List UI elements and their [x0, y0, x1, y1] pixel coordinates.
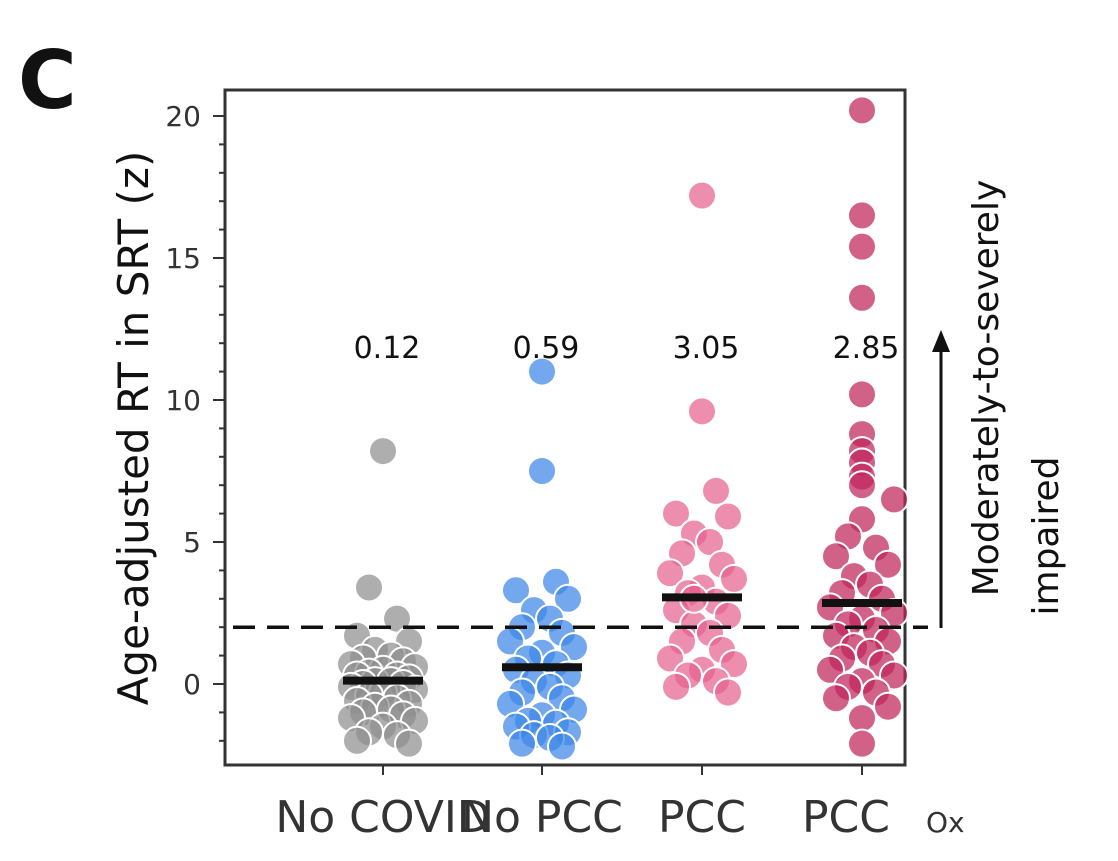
y-tick-label: 15	[165, 242, 201, 275]
series-2	[655, 180, 749, 708]
data-point	[661, 498, 691, 529]
y-axis: 0 5 10 15 20	[165, 100, 225, 742]
data-point	[847, 231, 877, 262]
data-point	[368, 436, 398, 467]
y-axis-title: Age-adjusted RT in SRT (z)	[109, 151, 158, 706]
x-category-label: PCC	[658, 792, 746, 843]
data-point	[847, 379, 877, 410]
data-point	[713, 677, 743, 708]
series-1	[495, 356, 589, 762]
data-point	[661, 671, 691, 702]
data-point	[342, 725, 372, 756]
y-tick-label: 20	[165, 100, 201, 133]
mean-value-label: 3.05	[673, 331, 740, 366]
data-point	[873, 549, 903, 580]
data-point	[687, 396, 717, 427]
data-point	[687, 180, 717, 211]
data-point	[719, 563, 749, 594]
data-point	[501, 575, 531, 606]
x-category-label: No COVID	[275, 792, 490, 843]
data-point	[847, 728, 877, 759]
x-category-sublabel: Ox	[926, 806, 965, 839]
means-layer: 0.12 0.59 3.05 2.85	[233, 331, 928, 685]
y-tick-label: 10	[165, 384, 201, 417]
mean-value-label: 0.59	[513, 331, 580, 366]
data-point	[847, 200, 877, 231]
annotation-arrowhead	[932, 330, 950, 352]
panel-label: C	[18, 34, 77, 127]
data-point	[879, 484, 909, 515]
data-point	[655, 558, 685, 589]
annotation-line-1: Moderately-to-severely	[966, 180, 1007, 597]
data-point	[847, 282, 877, 313]
x-category-label: No PCC	[461, 792, 623, 843]
data-point	[847, 703, 877, 734]
points-layer	[336, 95, 909, 762]
data-point	[394, 728, 424, 759]
series-3	[815, 95, 909, 759]
data-point	[847, 95, 877, 126]
impairment-annotation: Moderately-to-severely impaired	[932, 180, 1067, 628]
data-point	[507, 728, 537, 759]
data-point	[821, 683, 851, 714]
mean-value-label: 0.12	[354, 331, 421, 366]
data-point	[701, 475, 731, 506]
data-point	[821, 541, 851, 572]
x-category-label: PCC	[802, 792, 890, 843]
data-point	[354, 572, 384, 603]
annotation-line-2: impaired	[1026, 457, 1067, 616]
data-point	[873, 691, 903, 722]
data-point	[713, 501, 743, 532]
series-0	[336, 436, 430, 759]
data-point	[553, 583, 583, 614]
data-point	[527, 456, 557, 486]
data-point	[527, 356, 557, 387]
data-point	[847, 470, 877, 501]
y-tick-label: 5	[183, 526, 201, 559]
data-point	[547, 731, 577, 762]
y-tick-label: 0	[183, 668, 201, 701]
mean-value-label: 2.85	[833, 331, 900, 366]
